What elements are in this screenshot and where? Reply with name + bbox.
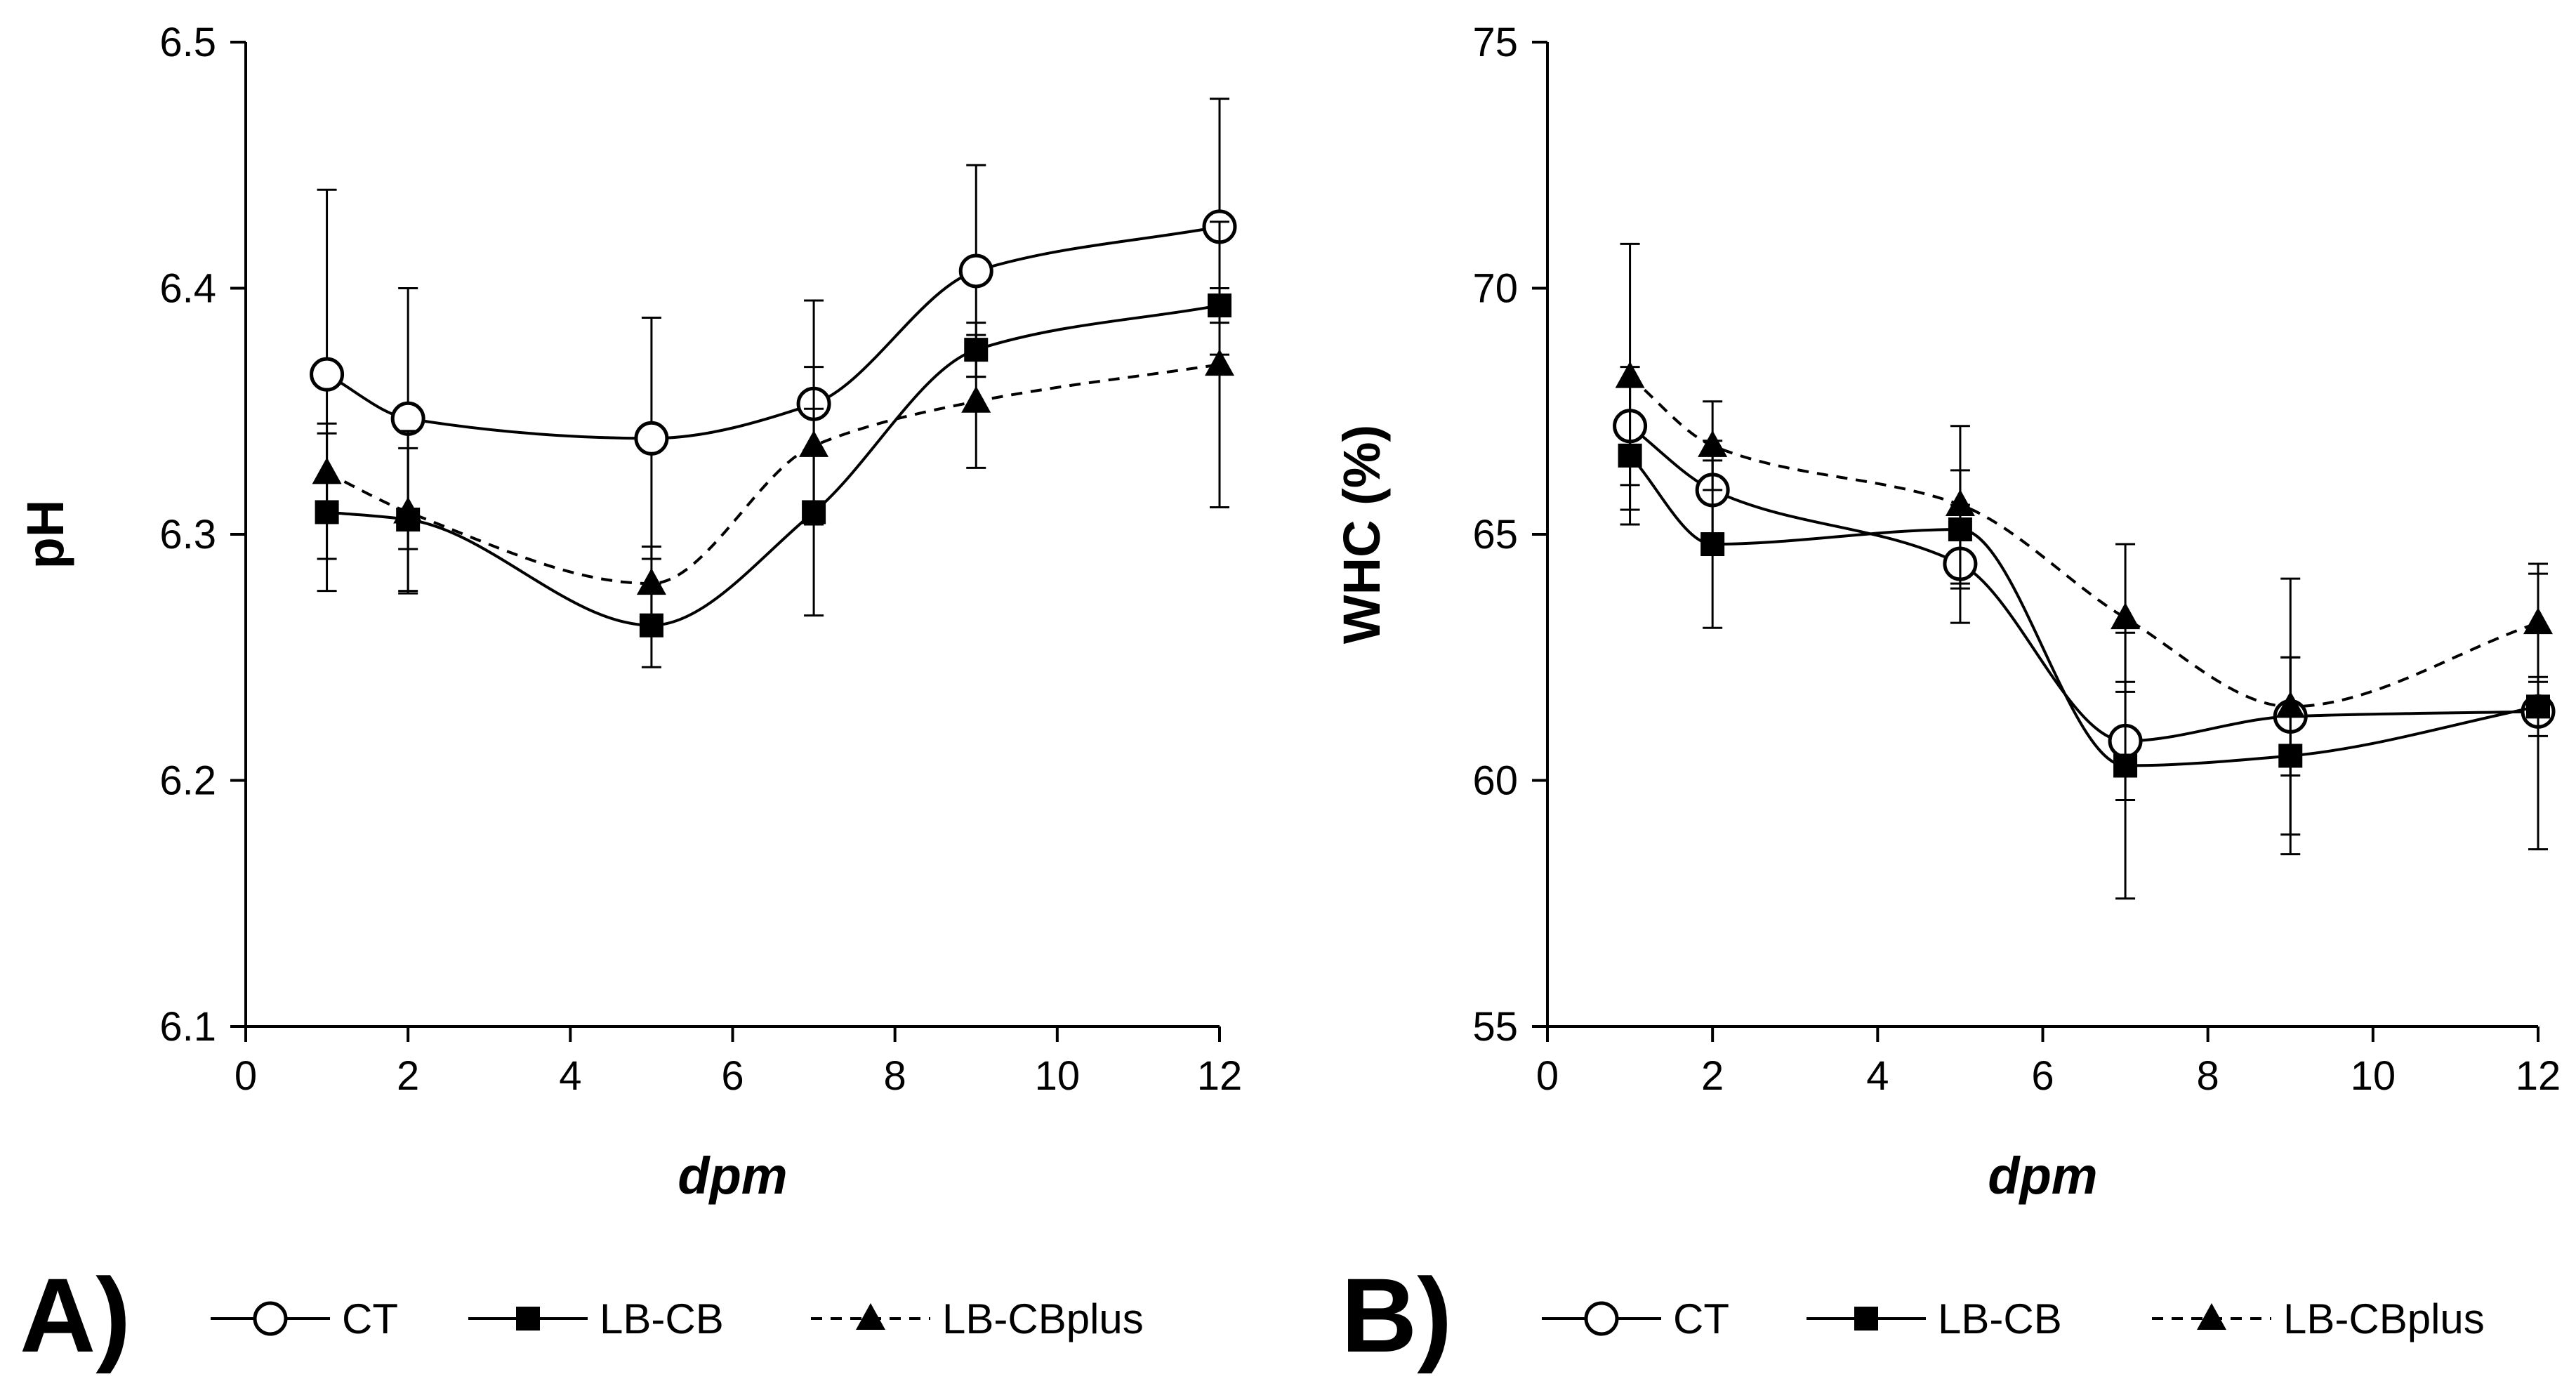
legend-marker [516, 1307, 540, 1331]
data-point [2111, 602, 2141, 630]
x-tick-label: 10 [1035, 1053, 1081, 1099]
legend: CT LB-CB LB-CBplus [211, 1295, 1144, 1342]
x-tick-label: 8 [2197, 1053, 2219, 1099]
legend-marker [253, 1301, 288, 1336]
y-axis-title: WHC (%) [1333, 425, 1391, 644]
y-tick-label: 55 [1472, 1004, 1518, 1050]
legend-item-ct: CT [211, 1295, 398, 1342]
data-point [636, 568, 666, 595]
legend-item-lb-cb: LB-CB [468, 1295, 724, 1342]
data-point [310, 357, 345, 392]
data-point [1700, 532, 1725, 557]
series-lb-cbplus [312, 220, 1234, 622]
data-point [961, 385, 991, 413]
series-lb-cb [1618, 385, 2550, 900]
data-point [2276, 691, 2306, 718]
x-tick-label: 12 [1197, 1053, 1243, 1099]
legend-marker [2197, 1303, 2226, 1330]
legend-label: LB-CBplus [2283, 1295, 2485, 1342]
x-axis-title: dpm [1988, 1147, 2097, 1205]
y-axis-title: pH [16, 500, 74, 569]
data-point [958, 253, 993, 289]
data-point [393, 496, 423, 524]
x-tick-label: 8 [884, 1053, 906, 1099]
legend-label: CT [342, 1295, 398, 1342]
legend-marker [1584, 1301, 1619, 1336]
series-ct [1613, 366, 2556, 851]
y-tick-label: 6.4 [159, 266, 216, 312]
data-point [634, 421, 669, 456]
data-point [2113, 753, 2138, 778]
chart-panel-b: 55 60 65 70 75 0 2 4 6 8 10 12 WHC (%) dpm B) CT LB-CB LB… [1333, 20, 2561, 1374]
data-point [1615, 361, 1645, 388]
panel-label: B) [1341, 1256, 1452, 1374]
x-tick-label: 6 [721, 1053, 744, 1099]
legend-label: LB-CB [600, 1295, 724, 1342]
data-point [1698, 430, 1728, 457]
data-point [2526, 694, 2550, 719]
x-tick-label: 4 [1866, 1053, 1889, 1099]
series-line [1629, 376, 2539, 708]
series-lb-cb [315, 287, 1231, 668]
x-tick-label: 4 [559, 1053, 581, 1099]
legend-item-lb-cbplus: LB-CBplus [811, 1295, 1144, 1342]
legend-item-lb-cb: LB-CB [1806, 1295, 2062, 1342]
legend-marker [1854, 1307, 1878, 1331]
x-tick-label: 6 [2031, 1053, 2054, 1099]
legend-item-lb-cbplus: LB-CBplus [2152, 1295, 2485, 1342]
data-point [312, 457, 342, 484]
x-tick-label: 10 [2351, 1053, 2396, 1099]
series-line [1629, 425, 2539, 743]
y-tick-label: 6.5 [159, 20, 216, 65]
legend-item-ct: CT [1542, 1295, 1729, 1342]
series-line [326, 225, 1220, 440]
data-point [390, 401, 425, 436]
x-tick-label: 2 [1701, 1053, 1724, 1099]
x-tick-label: 0 [1536, 1053, 1559, 1099]
x-tick-label: 2 [397, 1053, 419, 1099]
legend-label: CT [1673, 1295, 1729, 1342]
y-tick-label: 70 [1472, 266, 1518, 312]
y-tick-label: 65 [1472, 512, 1518, 557]
y-tick-label: 6.3 [159, 512, 216, 557]
legend: CT LB-CB LB-CBplus [1542, 1295, 2485, 1342]
series-line [326, 304, 1220, 627]
legend-label: LB-CB [1938, 1295, 2062, 1342]
series-line [326, 363, 1220, 586]
data-point [799, 430, 829, 457]
y-tick-label: 75 [1472, 20, 1518, 65]
x-tick-label: 0 [235, 1053, 257, 1099]
x-tick-label: 12 [2516, 1053, 2561, 1099]
y-tick-label: 60 [1472, 758, 1518, 804]
series-lb-cbplus [1615, 242, 2553, 836]
data-point [2523, 607, 2553, 635]
chart-panel-a: 6.1 6.2 6.3 6.4 6.5 0 2 4 6 8 10 12 pH dpm A) CT LB-CB LB… [16, 20, 1242, 1374]
legend-label: LB-CBplus [942, 1295, 1144, 1342]
x-axis-title: dpm [678, 1147, 787, 1205]
legend-marker [856, 1303, 885, 1330]
data-point [1205, 349, 1234, 376]
y-tick-label: 6.1 [159, 1004, 216, 1050]
panel-label: A) [20, 1256, 131, 1374]
series-ct [310, 98, 1237, 560]
y-tick-label: 6.2 [159, 758, 216, 804]
series-line [1629, 454, 2539, 767]
data-point [1945, 489, 1975, 516]
